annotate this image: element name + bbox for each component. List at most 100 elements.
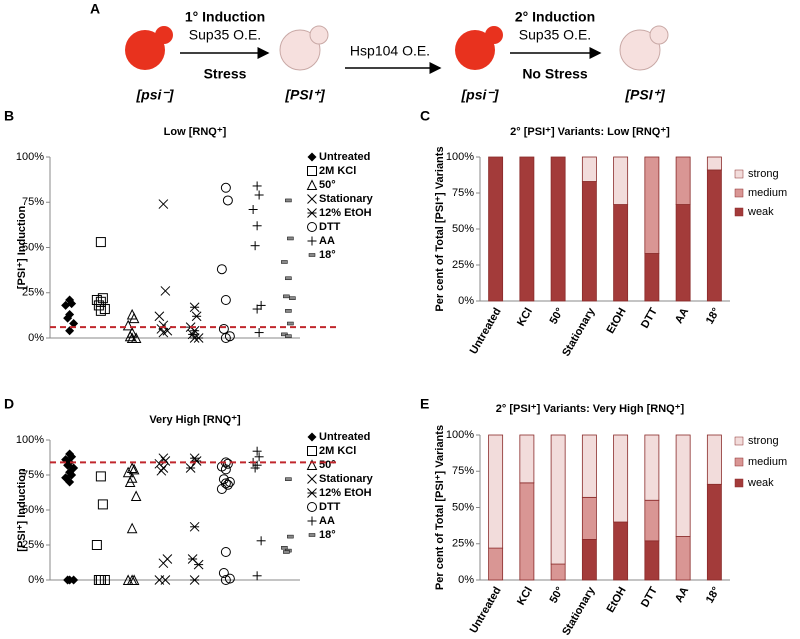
point	[307, 208, 317, 218]
x-tick-label: KCl	[515, 306, 535, 328]
bar-segment	[675, 156, 691, 205]
point	[193, 559, 204, 570]
x-tick-label: 18°	[704, 585, 723, 605]
point	[222, 195, 233, 206]
bar-segment	[581, 496, 597, 540]
legend-label: strong	[748, 435, 779, 447]
point	[222, 458, 233, 469]
bar-segment	[644, 499, 660, 542]
x-tick-label: DTT	[639, 585, 660, 610]
point	[130, 490, 142, 501]
point	[220, 547, 231, 557]
cell-icon	[455, 26, 503, 70]
panel-label: E	[420, 396, 429, 412]
point	[285, 309, 292, 313]
point	[283, 550, 290, 554]
bar-segment	[581, 539, 597, 581]
x-tick-label: KCl	[515, 585, 535, 607]
x-tick-label: DTT	[639, 306, 660, 331]
panel-label: B	[4, 108, 14, 124]
x-tick-label: 18°	[704, 306, 723, 326]
point	[158, 199, 169, 209]
legend-label: strong	[748, 168, 779, 180]
point	[128, 463, 140, 475]
x-tick-label: 50°	[548, 585, 567, 605]
cell-label: [PSI⁺]	[284, 87, 326, 103]
x-tick-label: EtOH	[605, 585, 629, 615]
y-tick-label: 50%	[22, 241, 44, 253]
point	[281, 260, 288, 264]
point	[61, 300, 71, 310]
x-tick-label: 50°	[548, 306, 567, 326]
y-tick-label: 75%	[22, 469, 44, 481]
cell-label: [PSI⁺]	[624, 87, 666, 103]
bar-segment	[644, 253, 660, 302]
legend-label: Stationary	[319, 473, 374, 485]
x-tick-label: AA	[673, 585, 691, 605]
y-tick-label: 50%	[452, 501, 474, 513]
point	[220, 182, 231, 193]
point	[191, 456, 202, 466]
point	[307, 194, 317, 204]
legend-label: Untreated	[319, 151, 370, 163]
bar-segment	[675, 434, 691, 537]
bar-segment	[488, 434, 504, 549]
legend-label: medium	[748, 187, 787, 199]
step-sub: Hsp104 O.E.	[350, 43, 430, 59]
point	[158, 463, 169, 473]
point	[189, 302, 200, 313]
bar-segment	[706, 156, 722, 171]
point	[254, 190, 264, 200]
point	[285, 477, 292, 481]
point	[256, 536, 266, 546]
point	[285, 334, 292, 338]
cell-label: [psi⁻]	[136, 87, 175, 103]
point	[250, 241, 260, 251]
y-axis-label: Per cent of Total [PSI⁺] Variants	[434, 425, 446, 590]
point	[126, 574, 138, 585]
bar-segment	[613, 434, 629, 523]
point	[124, 476, 136, 487]
bar-segment	[581, 434, 597, 498]
bar-segment	[550, 156, 566, 302]
y-tick-label: 0%	[28, 332, 44, 344]
point	[128, 312, 140, 324]
y-tick-label: 0%	[28, 574, 44, 586]
bar-segment	[613, 156, 629, 205]
point	[252, 221, 262, 231]
point	[216, 484, 227, 494]
point	[254, 452, 264, 462]
y-tick-label: 75%	[452, 187, 474, 199]
legend-label: 2M KCl	[319, 165, 356, 177]
point	[307, 432, 317, 442]
point	[306, 179, 318, 190]
y-axis-label: [PSI⁺] Induction	[16, 468, 28, 552]
point	[158, 558, 169, 569]
legend-label: DTT	[319, 221, 341, 233]
point	[307, 516, 317, 526]
legend-swatch	[734, 188, 744, 198]
point	[160, 286, 171, 296]
y-tick-label: 100%	[16, 434, 44, 446]
legend-label: Untreated	[319, 431, 370, 443]
step-sub: Sup35 O.E.	[189, 27, 261, 43]
point	[69, 319, 79, 329]
point	[65, 477, 75, 487]
point	[154, 575, 165, 585]
bar-segment	[613, 204, 629, 302]
legend-label: 2M KCl	[319, 445, 356, 457]
point	[220, 294, 231, 305]
point	[95, 237, 106, 248]
point	[308, 253, 316, 257]
legend-label: medium	[748, 456, 787, 468]
bar-segment	[706, 483, 722, 581]
point	[95, 575, 106, 585]
point	[307, 166, 317, 176]
point	[158, 453, 169, 464]
point	[122, 466, 134, 478]
bar-segment	[519, 482, 535, 581]
bar-segment	[675, 204, 691, 302]
point	[126, 522, 138, 534]
point	[256, 300, 266, 310]
